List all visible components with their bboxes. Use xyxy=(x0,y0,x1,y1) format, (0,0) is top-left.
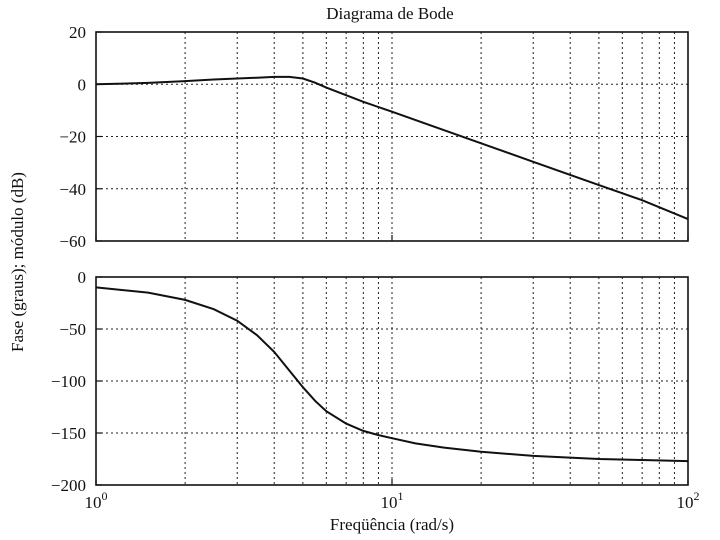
phase-grid xyxy=(96,277,688,485)
magnitude-panel: 20 0 −20 −40 −60 xyxy=(59,23,689,251)
x-tick-label-exponent: 2 xyxy=(694,489,700,503)
magnitude-ticks: 20 0 −20 −40 −60 xyxy=(59,23,689,251)
x-tick-labels: 100 101 102 xyxy=(85,489,700,512)
magnitude-series-line xyxy=(95,75,689,221)
chart-title: Diagrama de Bode xyxy=(326,4,453,23)
y-tick-label: −100 xyxy=(51,372,86,391)
x-tick-label: 101 xyxy=(381,489,404,512)
magnitude-plot-frame xyxy=(95,31,689,242)
x-tick-label-base: 10 xyxy=(677,493,694,512)
y-tick-label: −50 xyxy=(59,320,86,339)
x-tick-label-base: 10 xyxy=(85,493,102,512)
x-tick-label-base: 10 xyxy=(381,493,398,512)
magnitude-grid xyxy=(96,32,688,241)
y-tick-label: −60 xyxy=(59,232,86,251)
x-tick-label-exponent: 0 xyxy=(102,489,108,503)
y-tick-label: 0 xyxy=(78,75,87,94)
y-tick-label: 20 xyxy=(69,23,86,42)
y-tick-label: −150 xyxy=(51,424,86,443)
y-tick-label: −40 xyxy=(59,180,86,199)
phase-panel: 0 −50 −100 −150 −200 xyxy=(51,268,689,495)
x-tick-label-exponent: 1 xyxy=(398,489,404,503)
x-tick-label: 102 xyxy=(677,489,700,512)
x-tick-label: 100 xyxy=(85,489,108,512)
phase-plot-frame xyxy=(95,276,689,486)
phase-series-line xyxy=(95,286,689,463)
y-tick-label: −200 xyxy=(51,476,86,495)
y-tick-label: 0 xyxy=(78,268,87,287)
y-tick-label: −20 xyxy=(59,128,86,147)
x-axis-label: Freqüência (rad/s) xyxy=(330,515,454,534)
y-axis-label: Fase (graus); módulo (dB) xyxy=(8,172,27,352)
